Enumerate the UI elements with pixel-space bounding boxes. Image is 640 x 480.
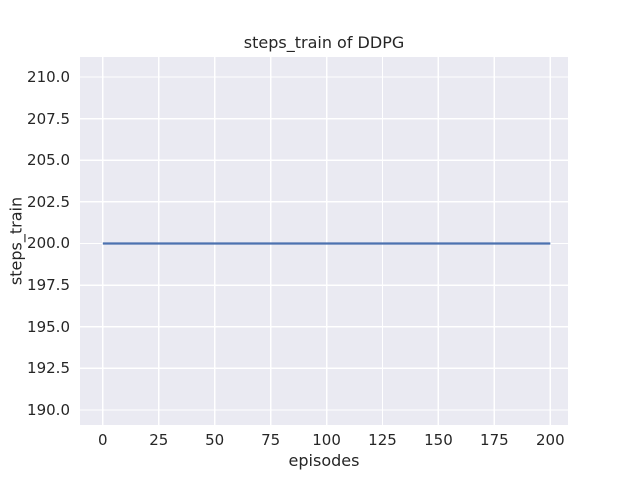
x-tick-label: 75	[261, 431, 281, 449]
y-tick-label: 195.0	[27, 317, 70, 336]
y-tick-label: 197.5	[27, 276, 70, 295]
x-tick-label: 25	[149, 431, 169, 449]
x-tick-label: 150	[424, 431, 453, 449]
x-axis-label: episodes	[288, 451, 360, 470]
x-tick-label: 175	[480, 431, 509, 449]
x-tick-label: 100	[312, 431, 341, 449]
x-tick-label: 200	[535, 431, 565, 449]
plot-area	[80, 57, 568, 425]
y-tick-label: 202.5	[27, 192, 70, 211]
y-axis-label: steps_train	[6, 196, 26, 286]
y-tick-label: 207.5	[27, 109, 70, 128]
x-tick-label: 50	[205, 431, 225, 449]
y-tick-label: 192.5	[27, 359, 70, 378]
y-tick-label: 200.0	[27, 234, 70, 253]
y-tick-label: 190.0	[27, 401, 70, 419]
y-tick-label: 205.0	[27, 151, 70, 170]
y-tick-label: 210.0	[27, 67, 70, 86]
x-tick-label: 0	[98, 431, 108, 449]
chart-title: steps_train of DDPG	[243, 33, 405, 52]
plot-canvas	[80, 57, 568, 425]
x-tick-label: 125	[368, 431, 397, 449]
